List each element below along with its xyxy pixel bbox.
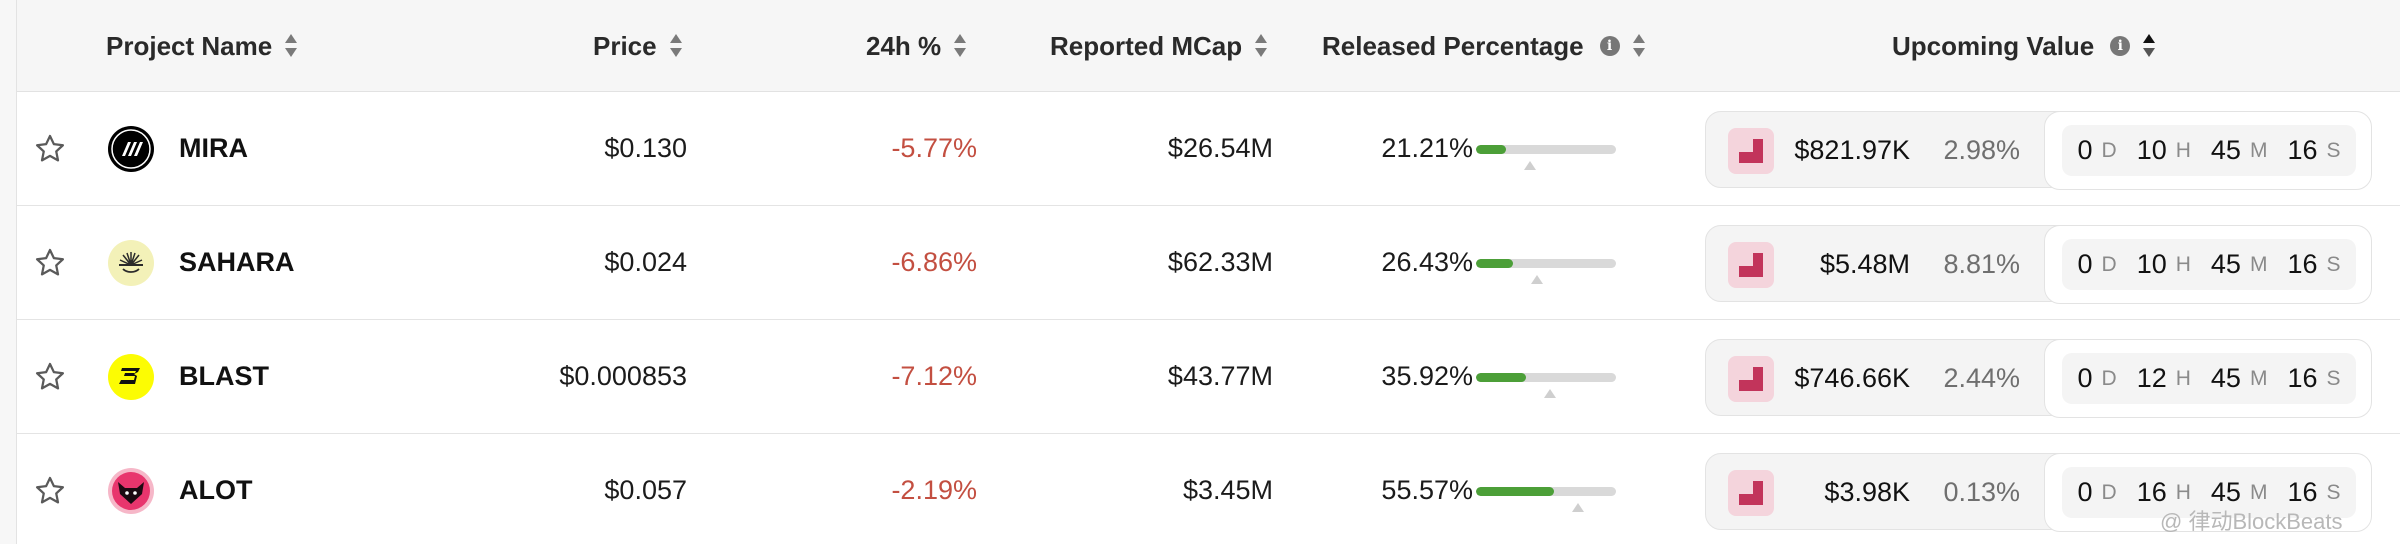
minutes-value: 45 xyxy=(2210,363,2241,393)
sort-icon[interactable] xyxy=(669,33,683,59)
change-24h-value: -5.77% xyxy=(891,133,977,163)
header-24h-change[interactable]: 24h % xyxy=(866,0,967,92)
project-logo-icon xyxy=(107,125,155,173)
star-icon[interactable] xyxy=(33,360,67,394)
released-percentage-value: 26.43% xyxy=(1381,247,1473,277)
sort-active-icon[interactable] xyxy=(2142,33,2156,59)
released-progress-bar xyxy=(1476,434,1616,544)
project-name[interactable]: SAHARA xyxy=(179,247,295,277)
star-icon[interactable] xyxy=(33,474,67,508)
hours-value: 10 xyxy=(2136,135,2167,165)
seconds-value: 16 xyxy=(2287,135,2318,165)
upcoming-value-percent: 0.13% xyxy=(1943,477,2020,507)
header-upcoming-value[interactable]: Upcoming Value i xyxy=(1892,0,2156,92)
project-name[interactable]: MIRA xyxy=(179,133,248,163)
progress-marker-icon xyxy=(1571,503,1584,512)
change-24h-value: -2.19% xyxy=(891,475,977,505)
upcoming-value-amount: $821.97K xyxy=(1794,135,1910,165)
reported-mcap-value: $43.77M xyxy=(1167,361,1273,391)
progress-marker-icon xyxy=(1531,275,1543,284)
hours-value: 16 xyxy=(2136,477,2167,507)
star-icon[interactable] xyxy=(33,132,67,166)
price-value: $0.000853 xyxy=(559,361,687,391)
watermark: @ 律动BlockBeats xyxy=(2160,509,2343,534)
project-name[interactable]: ALOT xyxy=(179,475,253,505)
upcoming-value-percent: 2.44% xyxy=(1943,363,2020,393)
project-logo-icon xyxy=(107,239,155,287)
upcoming-value-amount: $5.48M xyxy=(1819,249,1910,279)
seconds-value: 16 xyxy=(2287,363,2318,393)
project-logo-icon xyxy=(107,353,155,401)
minutes-value: 45 xyxy=(2210,249,2241,279)
hours-value: 12 xyxy=(2136,363,2167,393)
table-row[interactable]: ALOT $0.057 -2.19% $3.45M 55.57% $3.98K … xyxy=(17,434,2400,544)
project-name[interactable]: BLAST xyxy=(179,361,269,391)
sort-icon[interactable] xyxy=(1632,33,1646,59)
change-24h-value: -7.12% xyxy=(891,361,977,391)
price-value: $0.024 xyxy=(604,247,687,277)
token-unlock-table: Project Name Price 24h % Reported MCap R… xyxy=(16,0,2400,544)
header-released-percentage[interactable]: Released Percentage i xyxy=(1322,0,1646,92)
change-24h-value: -6.86% xyxy=(891,247,977,277)
released-progress-bar xyxy=(1476,320,1616,433)
table-row[interactable]: SAHARA $0.024 -6.86% $62.33M 26.43% $5.4… xyxy=(17,206,2400,320)
minutes-value: 45 xyxy=(2210,135,2241,165)
price-value: $0.057 xyxy=(604,475,687,505)
days-value: 0 xyxy=(2077,249,2093,279)
progress-marker-icon xyxy=(1523,161,1536,170)
sort-icon[interactable] xyxy=(1254,33,1268,59)
table-row[interactable]: MIRA $0.130 -5.77% $26.54M 21.21% $821.9… xyxy=(17,92,2400,206)
info-icon[interactable]: i xyxy=(2110,36,2131,56)
released-progress-bar xyxy=(1476,92,1616,205)
sort-icon[interactable] xyxy=(953,33,967,59)
star-icon[interactable] xyxy=(33,246,67,280)
progress-marker-icon xyxy=(1544,389,1557,398)
upcoming-value-percent: 2.98% xyxy=(1943,135,2020,165)
token-badge-icon xyxy=(1728,470,1774,516)
released-percentage-value: 35.92% xyxy=(1381,361,1473,391)
hours-value: 10 xyxy=(2136,249,2167,279)
info-icon[interactable]: i xyxy=(1599,36,1620,56)
seconds-value: 16 xyxy=(2287,249,2318,279)
reported-mcap-value: $3.45M xyxy=(1182,475,1273,505)
reported-mcap-value: $62.33M xyxy=(1167,247,1273,277)
header-reported-mcap[interactable]: Reported MCap xyxy=(1050,0,1268,92)
table-row[interactable]: BLAST $0.000853 -7.12% $43.77M 35.92% $7… xyxy=(17,320,2400,434)
seconds-value: 16 xyxy=(2287,477,2318,507)
header-price[interactable]: Price xyxy=(593,0,683,92)
token-badge-icon xyxy=(1728,242,1774,288)
minutes-value: 45 xyxy=(2210,477,2241,507)
upcoming-value-percent: 8.81% xyxy=(1943,249,2020,279)
released-percentage-value: 21.21% xyxy=(1381,133,1473,163)
reported-mcap-value: $26.54M xyxy=(1167,133,1273,163)
upcoming-value-amount: $3.98K xyxy=(1824,477,1910,507)
header-project-name[interactable]: Project Name xyxy=(106,0,298,92)
project-logo-icon xyxy=(107,467,155,515)
days-value: 0 xyxy=(2077,135,2093,165)
token-badge-icon xyxy=(1728,128,1774,174)
released-progress-bar xyxy=(1476,206,1616,319)
sort-icon[interactable] xyxy=(284,33,298,59)
days-value: 0 xyxy=(2077,477,2093,507)
price-value: $0.130 xyxy=(604,133,687,163)
token-badge-icon xyxy=(1728,356,1774,402)
table-header: Project Name Price 24h % Reported MCap R… xyxy=(17,0,2400,92)
released-percentage-value: 55.57% xyxy=(1381,475,1473,505)
upcoming-value-amount: $746.66K xyxy=(1794,363,1910,393)
days-value: 0 xyxy=(2077,363,2093,393)
